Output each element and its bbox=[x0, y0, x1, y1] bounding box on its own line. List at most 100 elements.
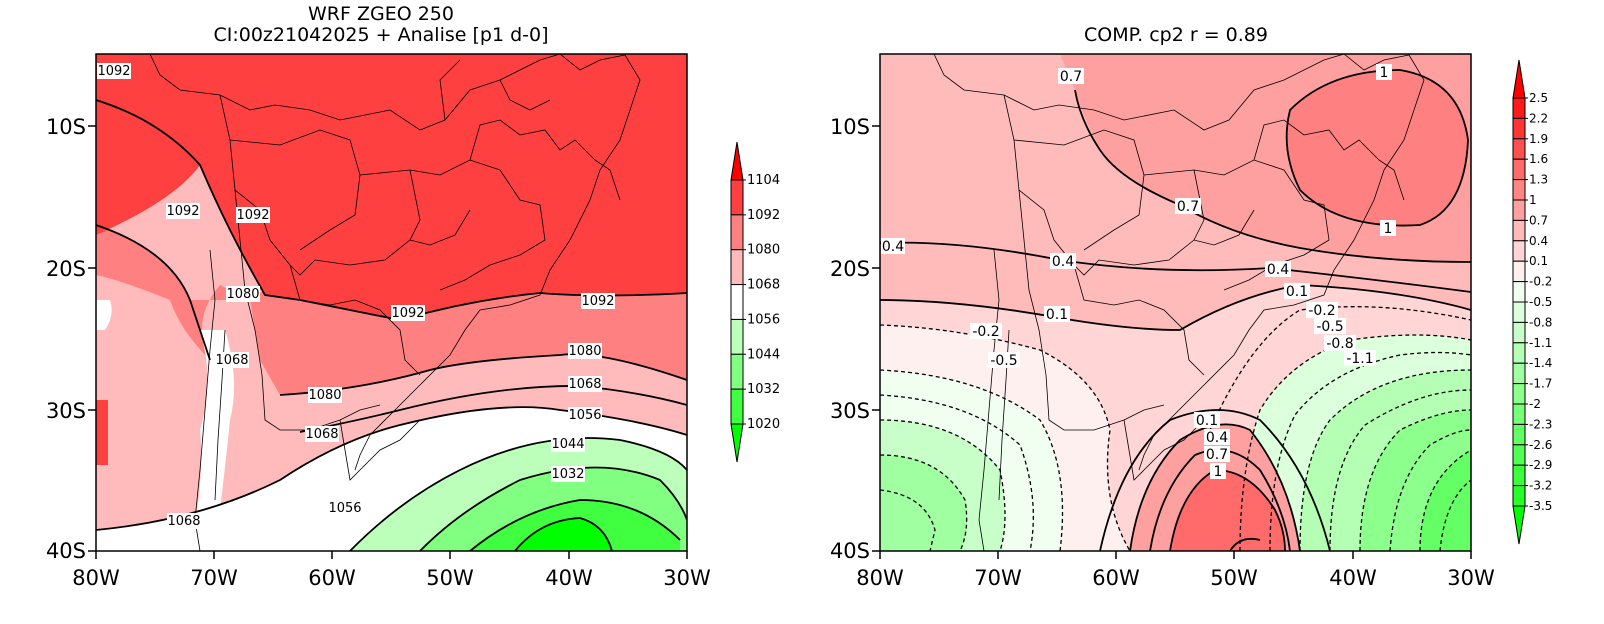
right-colorbar-swatch bbox=[1512, 383, 1526, 405]
left-clabel-6: 1068 bbox=[215, 353, 248, 368]
rfield-band-east-m26 bbox=[1420, 450, 1471, 551]
left-lon-labels: 80W 70W 60W 50W 40W 30W bbox=[72, 566, 711, 590]
left-colorbar-level-label: 1104 bbox=[747, 173, 780, 188]
right-colorbar-level-label: 2.2 bbox=[1529, 111, 1548, 125]
right-clabel-1: 1 bbox=[1380, 65, 1389, 81]
right-lat-label: 20S bbox=[830, 257, 870, 281]
right-colorbar-level-label: 0.1 bbox=[1529, 254, 1548, 268]
right-colorbar-level-label: 1.3 bbox=[1529, 173, 1548, 187]
right-colorbar-swatch bbox=[1512, 423, 1526, 446]
left-colorbar-swatch bbox=[730, 249, 744, 286]
right-colorbar-level-label: 1.9 bbox=[1529, 132, 1548, 146]
left-clabel-3: 1080 bbox=[226, 287, 259, 302]
right-colorbar-swatch bbox=[1512, 281, 1526, 303]
left-contours bbox=[96, 99, 687, 551]
right-colorbar-level-label: 1.6 bbox=[1529, 152, 1548, 166]
right-contours-solid bbox=[880, 69, 1471, 551]
rfield-band-1 bbox=[1286, 70, 1468, 226]
right-clabel-5: 0.4 bbox=[1052, 254, 1074, 270]
left-colorbar-level-label: 1056 bbox=[747, 312, 780, 327]
left-lon-label: 80W bbox=[72, 566, 120, 590]
right-colorbar-swatch bbox=[1512, 321, 1526, 344]
right-map-frame bbox=[879, 53, 1472, 552]
left-lon-label: 60W bbox=[308, 566, 356, 590]
right-colorbar-level-label: -2 bbox=[1529, 397, 1541, 411]
left-clabel-4: 1092 bbox=[391, 306, 424, 321]
right-colorbar-swatch bbox=[1512, 342, 1526, 364]
right-clabel-7: 0.1 bbox=[1286, 284, 1308, 300]
left-clabel-2: 1092 bbox=[236, 208, 269, 223]
right-lon-label: 70W bbox=[974, 566, 1022, 590]
right-colorbar-swatch bbox=[1512, 485, 1526, 507]
right-clabel-6: 0.4 bbox=[1267, 262, 1289, 278]
left-colorbar-swatch bbox=[730, 179, 744, 216]
left-borders bbox=[149, 54, 641, 551]
right-clabel-8: -0.2 bbox=[1308, 303, 1335, 319]
right-clabel-3: 1 bbox=[1384, 221, 1393, 237]
left-colorbar-under-triangle bbox=[730, 423, 744, 463]
right-clabel-17: 0.7 bbox=[1206, 447, 1228, 463]
right-colorbar-swatch bbox=[1512, 179, 1526, 201]
field-band-1092 bbox=[96, 54, 687, 320]
left-clabel-7: 1080 bbox=[568, 344, 601, 359]
right-colorbar-level-label: -0.5 bbox=[1529, 295, 1552, 309]
left-lon-label: 30W bbox=[663, 566, 711, 590]
left-lat-labels: 10S 20S 30S 40S bbox=[46, 115, 86, 563]
right-map: 0.7 1 0.7 1 0.4 0.4 0.4 0.1 -0.2 0.1 -0.… bbox=[879, 53, 1472, 552]
right-clabel-16: 0.4 bbox=[1206, 430, 1228, 446]
right-lon-label: 40W bbox=[1329, 566, 1377, 590]
left-clabel-15: 1068 bbox=[167, 514, 200, 529]
left-contour-labels: 1092 1092 1092 1080 1092 1092 1068 1080 … bbox=[97, 63, 615, 529]
left-colorbar-swatch bbox=[730, 388, 744, 425]
right-axes: 10S 20S 30S 40S 80W 70W 60W 50W 40W 30W bbox=[830, 115, 1495, 590]
field-west-white bbox=[96, 300, 112, 330]
left-axes: 10S 20S 30S 40S 80W 70W 60W 50W 40W 30W bbox=[46, 115, 711, 590]
right-colorbar-under-triangle bbox=[1512, 505, 1526, 545]
right-clabel-10: -0.2 bbox=[972, 324, 999, 340]
right-colorbar-swatch bbox=[1512, 240, 1526, 262]
right-clabel-13: -0.8 bbox=[1326, 336, 1353, 352]
left-colorbar-swatch bbox=[730, 318, 744, 355]
right-clabel-11: -0.5 bbox=[1316, 319, 1343, 335]
right-colorbar-swatch bbox=[1512, 464, 1526, 487]
right-clabel-0: 0.7 bbox=[1060, 69, 1082, 85]
left-clabel-14: 1056 bbox=[328, 501, 361, 516]
right-title: COMP. cp2 r = 0.89 bbox=[1084, 24, 1268, 46]
left-clabel-12: 1044 bbox=[551, 437, 584, 452]
left-map: 1092 1092 1092 1080 1092 1092 1068 1080 … bbox=[95, 53, 688, 552]
right-clabel-18: 1 bbox=[1214, 464, 1223, 480]
left-colorbar-over-triangle bbox=[730, 141, 744, 181]
left-lon-label: 40W bbox=[545, 566, 593, 590]
left-colorbar-level-label: 1032 bbox=[747, 382, 780, 397]
right-colorbar-level-label: -2.6 bbox=[1529, 438, 1552, 452]
left-clabel-11: 1056 bbox=[568, 408, 601, 423]
left-colorbar-swatch bbox=[730, 284, 744, 320]
right-colorbar-level-label: -0.2 bbox=[1529, 275, 1552, 289]
left-clabel-9: 1080 bbox=[308, 388, 341, 403]
field-band-1092-west bbox=[96, 100, 200, 235]
left-clabel-5: 1092 bbox=[581, 294, 614, 309]
left-ticks bbox=[88, 125, 688, 559]
right-ticks bbox=[872, 125, 1472, 559]
right-contour-labels: 0.7 1 0.7 1 0.4 0.4 0.4 0.1 -0.2 0.1 -0.… bbox=[881, 64, 1396, 480]
right-clabel-15: 0.1 bbox=[1196, 413, 1218, 429]
right-contours-dashed bbox=[880, 306, 1471, 551]
right-colorbar-swatch bbox=[1512, 117, 1526, 140]
left-title-line2: CI:00z21042025 + Analise [p1 d-0] bbox=[213, 24, 548, 46]
left-clabel-1: 1092 bbox=[166, 204, 199, 219]
right-colorbar-swatch bbox=[1512, 362, 1526, 385]
left-clabel-13: 1032 bbox=[551, 467, 584, 482]
left-lat-label: 10S bbox=[46, 115, 86, 139]
left-lon-label: 70W bbox=[190, 566, 238, 590]
right-clabel-2: 0.7 bbox=[1177, 199, 1199, 215]
right-colorbar-swatch bbox=[1512, 158, 1526, 181]
right-colorbar-level-label: 1 bbox=[1529, 193, 1537, 207]
left-colorbar-level-label: 1092 bbox=[747, 208, 780, 223]
left-colorbar-swatch bbox=[730, 214, 744, 251]
right-colorbar-level-label: -3.5 bbox=[1529, 499, 1552, 513]
right-lon-label: 60W bbox=[1092, 566, 1140, 590]
left-colorbar-level-label: 1080 bbox=[747, 243, 780, 258]
right-colorbar-level-label: -2.9 bbox=[1529, 458, 1552, 472]
